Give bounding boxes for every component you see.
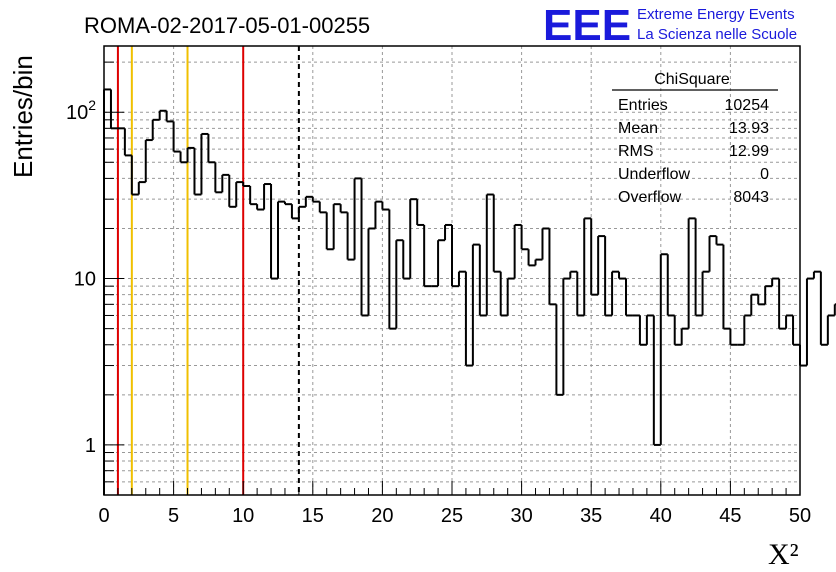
x-tick-label: 45 bbox=[719, 505, 741, 527]
stats-box: ChiSquare Entries 10254 Mean 13.93 RMS 1… bbox=[612, 71, 778, 206]
stats-title: ChiSquare bbox=[654, 71, 730, 88]
axis-ticks bbox=[103, 61, 801, 496]
logo-line-2: La Scienza nelle Scuole bbox=[637, 26, 797, 43]
x-tick-label: 50 bbox=[789, 505, 811, 527]
logo-line-1: Extreme Energy Events bbox=[637, 6, 795, 23]
x-tick-label: 35 bbox=[580, 505, 602, 527]
stats-mean-label: Mean bbox=[618, 120, 658, 137]
stats-entries-label: Entries bbox=[618, 97, 668, 114]
stats-rms-value: 12.99 bbox=[729, 143, 769, 160]
y-axis-title: Entries/bin bbox=[8, 55, 38, 178]
x-tick-label: 25 bbox=[441, 505, 463, 527]
stats-overflow-label: Overflow bbox=[618, 189, 682, 206]
x-tick-label: 10 bbox=[232, 505, 254, 527]
x-tick-label: 20 bbox=[371, 505, 393, 527]
x-tick-label: 40 bbox=[650, 505, 672, 527]
logo-text: EEE bbox=[543, 1, 631, 50]
y-tick-label: 1 bbox=[85, 435, 96, 457]
y-tick-labels: 1 10 102 bbox=[66, 97, 96, 457]
x-tick-label: 0 bbox=[98, 505, 109, 527]
stats-mean-value: 13.93 bbox=[729, 120, 769, 137]
histogram-bins bbox=[103, 88, 836, 495]
stats-underflow-label: Underflow bbox=[618, 166, 690, 183]
stats-underflow-value: 0 bbox=[760, 166, 769, 183]
stats-rms-label: RMS bbox=[618, 143, 654, 160]
x-axis-title: X² bbox=[768, 538, 799, 571]
run-title: ROMA-02-2017-05-01-00255 bbox=[84, 13, 370, 38]
grid-lines bbox=[104, 46, 800, 496]
x-tick-labels: 0 5 10 15 20 25 30 35 40 45 50 bbox=[98, 505, 811, 527]
y-tick-label: 10 bbox=[74, 269, 96, 291]
x-tick-label: 5 bbox=[168, 505, 179, 527]
stats-overflow-value: 8043 bbox=[733, 189, 769, 206]
y-tick-label: 102 bbox=[66, 97, 96, 124]
x-tick-label: 15 bbox=[302, 505, 324, 527]
x-tick-label: 30 bbox=[510, 505, 532, 527]
stats-entries-value: 10254 bbox=[725, 97, 770, 114]
eee-logo: EEE Extreme Energy Events La Scienza nel… bbox=[543, 1, 797, 50]
reference-lines bbox=[116, 46, 300, 495]
